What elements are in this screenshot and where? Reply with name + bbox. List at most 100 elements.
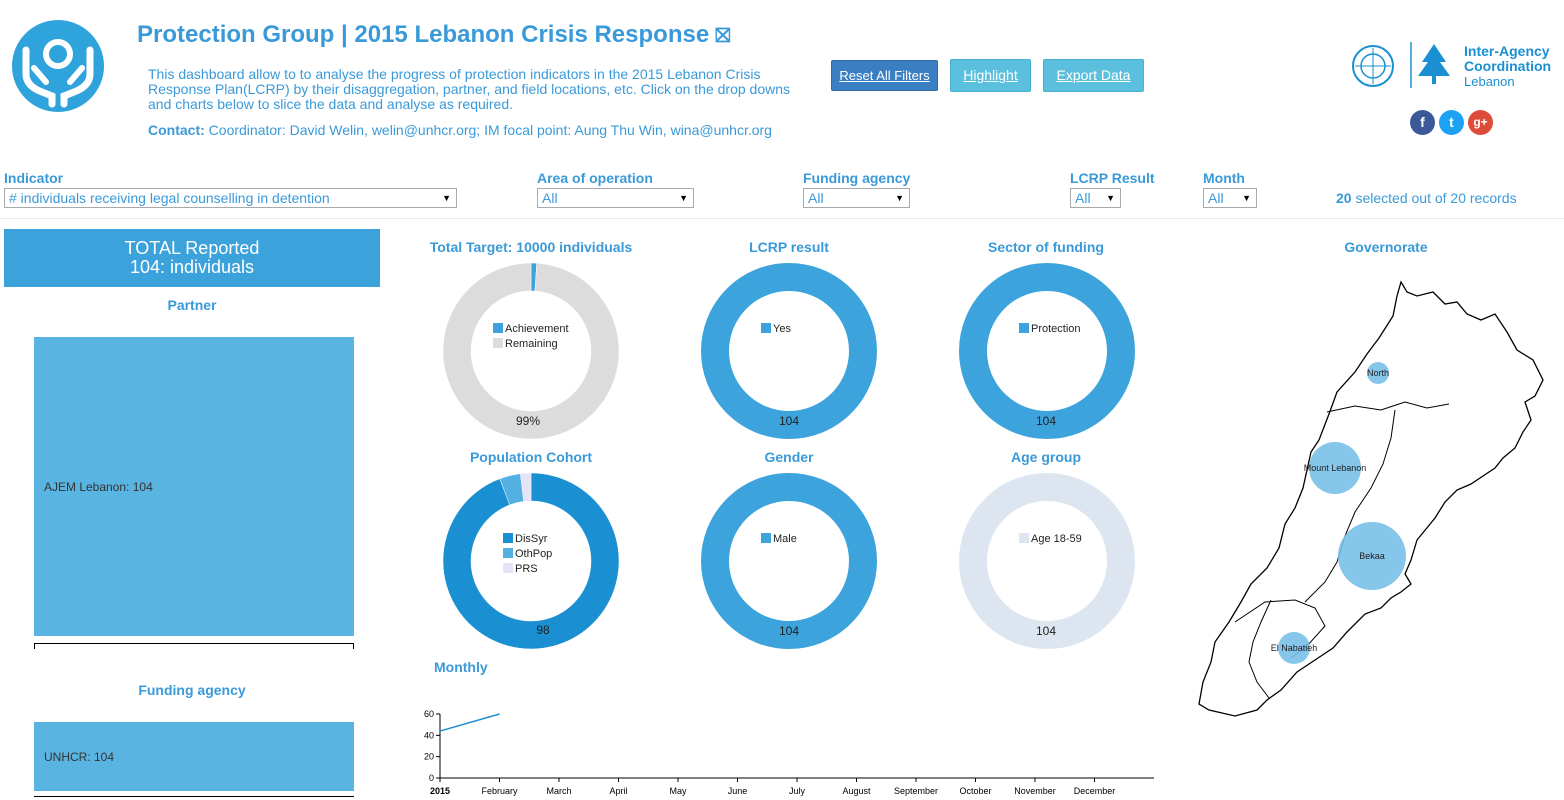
- export-data-button[interactable]: Export Data: [1043, 59, 1144, 92]
- legend-swatch: [493, 323, 503, 333]
- x-tick-label: July: [789, 786, 806, 796]
- monthly-line-chart[interactable]: 0 20 40 60 2015 February March April May June July…: [418, 700, 1163, 800]
- cohort-value-label: 98: [536, 623, 550, 637]
- donut-slice-dissyr[interactable]: [443, 473, 619, 649]
- nabatieh-border: [1248, 599, 1272, 699]
- divider: [0, 218, 1564, 219]
- legend-item[interactable]: Yes: [761, 322, 791, 337]
- x-tick-label: February: [481, 786, 518, 796]
- funding-agency-title: Funding agency: [138, 682, 246, 698]
- legend-swatch: [503, 533, 513, 543]
- donut-slice-male[interactable]: [701, 473, 877, 649]
- dropdown-arrow-icon: ▼: [1242, 193, 1251, 203]
- legend-label: OthPop: [515, 548, 553, 560]
- donut-slice-yes[interactable]: [701, 263, 877, 439]
- records-text: selected out of 20 records: [1351, 190, 1517, 206]
- x-tick-label: March: [546, 786, 571, 796]
- twitter-icon[interactable]: t: [1439, 110, 1464, 135]
- legend-label: Protection: [1031, 323, 1081, 335]
- mount-lebanon-bubble[interactable]: [1309, 442, 1361, 494]
- legend-swatch: [493, 338, 503, 348]
- funding-agency-bar[interactable]: [34, 722, 354, 791]
- lcrp-value-label: 104: [778, 414, 800, 428]
- partner-bar[interactable]: [34, 337, 354, 636]
- area-label: Area of operation: [537, 170, 653, 186]
- lcrp-chart-title: LCRP result: [749, 239, 829, 255]
- legend-item[interactable]: Achievement: [493, 322, 569, 337]
- target-legend: Achievement Remaining: [493, 322, 569, 352]
- y-tick-label: 0: [429, 773, 434, 783]
- legend-swatch: [1019, 533, 1029, 543]
- target-chart-title: Total Target: 10000 individuals: [429, 239, 633, 255]
- donut-slice-protection[interactable]: [959, 263, 1135, 439]
- x-tick-label: 2015: [430, 786, 450, 796]
- legend-item[interactable]: Remaining: [493, 337, 569, 352]
- legend-label: Achievement: [505, 323, 569, 335]
- nabatieh-bubble[interactable]: [1278, 632, 1310, 664]
- legend-label: Age 18-59: [1031, 533, 1082, 545]
- legend-label: Remaining: [505, 338, 558, 350]
- lcrp-label: LCRP Result: [1070, 170, 1155, 186]
- age-donut[interactable]: [959, 473, 1135, 649]
- bekaa-label: Bekaa: [1359, 551, 1385, 561]
- dropdown-arrow-icon: ▼: [679, 193, 688, 203]
- north-bubble[interactable]: [1367, 362, 1389, 384]
- x-tick-label: November: [1014, 786, 1056, 796]
- funding-label: Funding agency: [803, 170, 911, 186]
- lcrp-donut[interactable]: [701, 263, 877, 439]
- indicator-select[interactable]: # individuals receiving legal counsellin…: [4, 188, 457, 208]
- funding-select[interactable]: All ▼: [803, 188, 910, 208]
- records-selected: 20: [1336, 190, 1352, 206]
- grid-icon[interactable]: ⛝: [715, 25, 731, 47]
- legend-swatch: [1019, 323, 1029, 333]
- sector-donut[interactable]: [959, 263, 1135, 439]
- legend-label: Yes: [773, 323, 791, 335]
- legend-swatch: [761, 323, 771, 333]
- gender-donut[interactable]: [701, 473, 877, 649]
- month-select[interactable]: All ▼: [1203, 188, 1257, 208]
- contact-label: Contact:: [148, 122, 205, 138]
- cohort-donut[interactable]: [443, 473, 619, 649]
- legend-swatch: [503, 548, 513, 558]
- donut-slice-age-18-59[interactable]: [959, 473, 1135, 649]
- donut-slice-prs[interactable]: [520, 473, 532, 502]
- indicator-label: Indicator: [4, 170, 64, 186]
- dashboard-description: This dashboard allow to to analyse the p…: [148, 66, 791, 112]
- google-plus-icon[interactable]: g+: [1468, 110, 1493, 135]
- area-select[interactable]: All ▼: [537, 188, 694, 208]
- gender-legend: Male: [761, 532, 797, 547]
- donut-slice-remaining[interactable]: [443, 263, 619, 439]
- protection-logo: [12, 20, 104, 112]
- dropdown-arrow-icon: ▼: [442, 193, 451, 203]
- nabatieh-label: El Nabatieh: [1271, 643, 1318, 653]
- age-legend: Age 18-59: [1019, 532, 1082, 547]
- month-select-value: All: [1208, 190, 1224, 206]
- target-donut[interactable]: [443, 263, 619, 439]
- governorate-title: Governorate: [1344, 239, 1428, 255]
- legend-item[interactable]: OthPop: [503, 547, 552, 562]
- legend-label: PRS: [515, 563, 538, 575]
- monthly-series-line[interactable]: [439, 713, 500, 732]
- reset-filters-button[interactable]: Reset All Filters: [831, 60, 938, 91]
- x-tick-label: October: [959, 786, 991, 796]
- governorate-map[interactable]: North Mount Lebanon Bekaa El Nabatieh: [1195, 262, 1564, 722]
- y-tick-label: 60: [424, 709, 434, 719]
- north-label: North: [1367, 368, 1389, 378]
- sector-legend: Protection: [1019, 322, 1081, 337]
- funding-agency-axis: [34, 796, 354, 800]
- legend-item[interactable]: Male: [761, 532, 797, 547]
- legend-item[interactable]: DisSyr: [503, 532, 552, 547]
- legend-item[interactable]: Age 18-59: [1019, 532, 1082, 547]
- highlight-button[interactable]: Highlight: [950, 59, 1031, 92]
- x-tick-label: April: [609, 786, 627, 796]
- funding-select-value: All: [808, 190, 824, 206]
- facebook-icon[interactable]: f: [1410, 110, 1435, 135]
- x-tick-label: September: [894, 786, 938, 796]
- north-border: [1326, 401, 1450, 413]
- bekaa-bubble[interactable]: [1338, 522, 1406, 590]
- legend-item[interactable]: Protection: [1019, 322, 1081, 337]
- legend-swatch: [761, 533, 771, 543]
- legend-item[interactable]: PRS: [503, 562, 552, 577]
- page-title: Protection Group | 2015 Lebanon Crisis R…: [137, 21, 730, 49]
- lcrp-select[interactable]: All ▼: [1070, 188, 1121, 208]
